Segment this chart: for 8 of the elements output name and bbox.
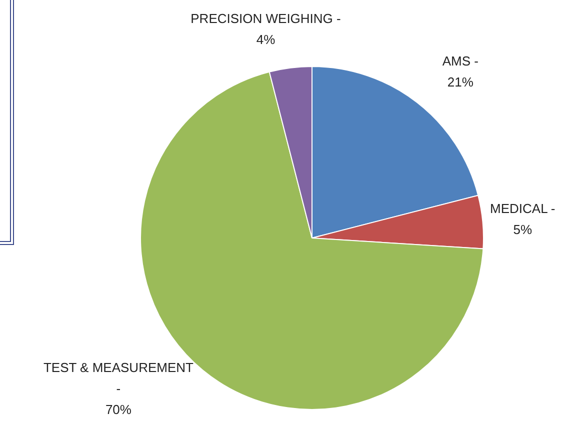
slice-label: AMS -: [442, 54, 478, 69]
slice-label: PRECISION WEIGHING -: [190, 11, 341, 26]
data-label: 5%: [513, 222, 532, 237]
data-label: 70%: [105, 402, 132, 417]
data-label: 4%: [256, 32, 276, 48]
data-label: 21%: [447, 74, 474, 90]
slice-label: TEST & MEASUREMENT -: [43, 360, 194, 396]
slice-label: MEDICAL -: [490, 200, 556, 216]
